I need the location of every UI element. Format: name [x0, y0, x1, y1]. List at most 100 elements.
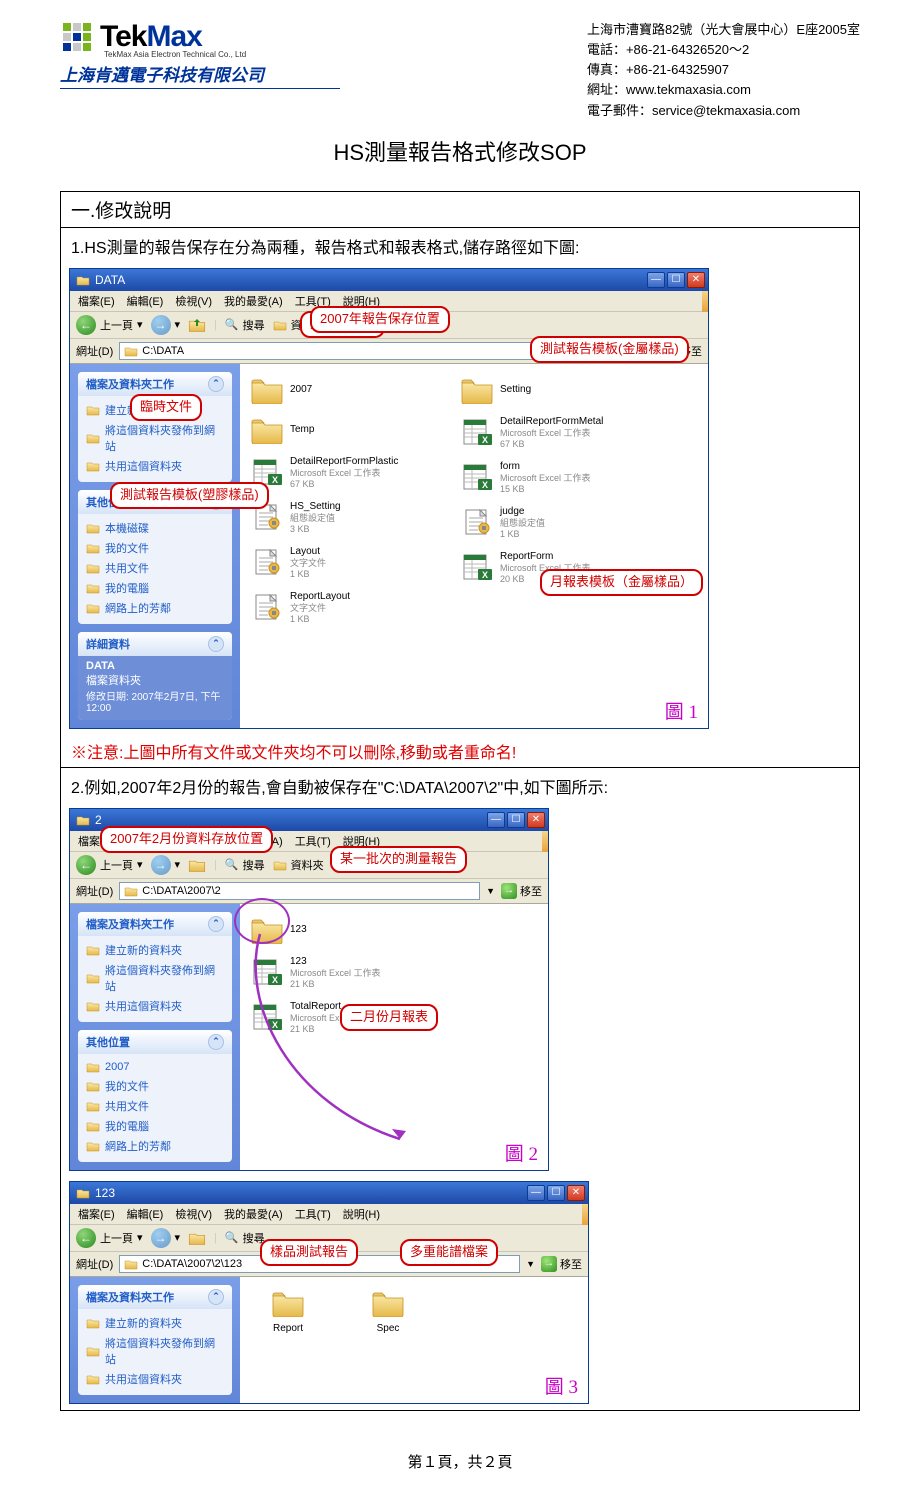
side-item[interactable]: 本機磁碟 — [86, 518, 224, 538]
file-item[interactable]: 123 — [248, 914, 438, 948]
side-item[interactable]: 我的文件 — [86, 1076, 224, 1096]
file-item[interactable]: Report — [248, 1287, 328, 1338]
file-item[interactable]: 123Microsoft Excel 工作表21 KB — [248, 954, 438, 993]
folder-icon — [76, 274, 90, 286]
minimize-button[interactable]: — — [527, 1185, 545, 1201]
callout-report: 樣品測試報告 — [260, 1239, 358, 1266]
callout-2007-loc: 2007年報告保存位置 — [310, 306, 450, 333]
file-item[interactable]: Setting — [458, 374, 648, 408]
file-item[interactable]: judge組態設定值1 KB — [458, 504, 648, 543]
titlebar[interactable]: DATA — ☐ ✕ — [70, 269, 708, 291]
up-button[interactable] — [188, 1229, 206, 1247]
back-button[interactable]: ←上一頁 ▾ — [76, 1228, 143, 1248]
file-area[interactable]: 2007 Temp DetailReportFormPlasticMicrosoft… — [240, 364, 708, 728]
up-button[interactable] — [188, 316, 206, 334]
side-item[interactable]: 將這個資料夾發佈到網站 — [86, 420, 224, 456]
file-item[interactable]: formMicrosoft Excel 工作表15 KB — [458, 459, 648, 498]
back-button[interactable]: ←上一頁 ▾ — [76, 855, 143, 875]
search-button[interactable]: 🔍 搜尋 — [225, 317, 265, 333]
side-item[interactable]: 2007 — [86, 1058, 224, 1076]
side-item[interactable]: 共用這個資料夾 — [86, 1369, 224, 1389]
side-item[interactable]: 網路上的芳鄰 — [86, 1136, 224, 1156]
menu-edit[interactable]: 編輯(E) — [127, 293, 164, 309]
tasks-header[interactable]: 檔案及資料夾工作⌃ — [78, 1285, 232, 1309]
tasks-header[interactable]: 檔案及資料夾工作⌃ — [78, 912, 232, 936]
address-input[interactable]: C:\DATA\2007\2 — [119, 882, 480, 900]
file-area[interactable]: 123123Microsoft Excel 工作表21 KBTotalRepor… — [240, 904, 548, 1170]
side-item[interactable]: 我的電腦 — [86, 1116, 224, 1136]
minimize-button[interactable]: — — [487, 812, 505, 828]
toolbar[interactable]: ←上一頁 ▾ → ▾ | 🔍 搜尋 資料夾 — [70, 852, 548, 879]
maximize-button[interactable]: ☐ — [667, 272, 685, 288]
contact-email: 電子郵件：service@tekmaxasia.com — [587, 101, 860, 121]
window-1: DATA — ☐ ✕ 檔案(E) 編輯(E) 檢視(V) 我的最愛(A) 工具(… — [69, 268, 709, 729]
file-item[interactable]: DetailReportFormMetalMicrosoft Excel 工作表… — [458, 414, 648, 453]
contact-addr: 上海市漕寶路82號（光大會展中心）E座2005室 — [587, 20, 860, 40]
menu-view[interactable]: 檢視(V) — [175, 293, 212, 309]
detail-mod: 修改日期: 2007年2月7日, 下午 12:00 — [86, 688, 224, 714]
menu-fav[interactable]: 我的最愛(A) — [224, 293, 283, 309]
side-item[interactable]: 共用這個資料夾 — [86, 456, 224, 476]
menu-file[interactable]: 檔案(E) — [78, 293, 115, 309]
side-item[interactable]: 網路上的芳鄰 — [86, 598, 224, 618]
file-item[interactable]: Spec — [348, 1287, 428, 1338]
go-button[interactable]: →移至 — [541, 1256, 582, 1272]
contact-tel: 電話：+86-21-64326520～2 — [587, 40, 860, 60]
forward-button[interactable]: → ▾ — [151, 315, 181, 335]
callout-spec: 多重能譜檔案 — [400, 1239, 498, 1266]
side-item[interactable]: 我的電腦 — [86, 578, 224, 598]
folders-button[interactable]: 資料夾 — [273, 857, 324, 873]
callout-plastic: 測試報告模板(塑膠樣品) — [110, 482, 269, 509]
file-item[interactable]: HS_Setting組態設定值3 KB — [248, 499, 438, 538]
back-button[interactable]: ←上一頁 ▾ — [76, 315, 143, 335]
minimize-button[interactable]: — — [647, 272, 665, 288]
window-title: DATA — [95, 273, 125, 287]
side-item[interactable]: 將這個資料夾發佈到網站 — [86, 1333, 224, 1369]
side-item[interactable]: 將這個資料夾發佈到網站 — [86, 960, 224, 996]
window-3: 123 —☐✕ 檔案(E)編輯(E) 檢視(V)我的最愛(A) 工具(T)說明(… — [69, 1181, 589, 1404]
file-item[interactable]: 2007 — [248, 374, 438, 408]
logo-icon — [60, 20, 94, 54]
maximize-button[interactable]: ☐ — [547, 1185, 565, 1201]
file-item[interactable]: ReportLayout文字文件1 KB — [248, 589, 438, 628]
close-button[interactable]: ✕ — [687, 272, 705, 288]
side-item[interactable]: 建立新的資料夾 — [86, 1313, 224, 1333]
file-item[interactable]: Temp — [248, 414, 438, 448]
search-button[interactable]: 🔍 搜尋 — [225, 857, 265, 873]
file-area[interactable]: ReportSpec 樣品測試報告 多重能譜檔案 圖 3 — [240, 1277, 588, 1403]
menubar[interactable]: 檔案(E)編輯(E) 檢視(V)我的最愛(A) 工具(T)說明(H) — [70, 1204, 582, 1225]
up-button[interactable] — [188, 856, 206, 874]
places-header[interactable]: 其他位置⌃ — [78, 1030, 232, 1054]
xp-flag-icon — [542, 831, 548, 852]
callout-metal: 測試報告模板(金屬樣品) — [530, 336, 689, 363]
forward-button[interactable]: → ▾ — [151, 1228, 181, 1248]
side-item[interactable]: 共用文件 — [86, 1096, 224, 1116]
contact-web: 網址：www.tekmaxasia.com — [587, 80, 860, 100]
side-item[interactable]: 我的文件 — [86, 538, 224, 558]
folder-icon — [76, 1187, 90, 1199]
folder-icon — [124, 345, 138, 357]
side-item[interactable]: 共用文件 — [86, 558, 224, 578]
figure-label: 圖 1 — [665, 697, 698, 724]
go-button[interactable]: →移至 — [501, 883, 542, 899]
tasks-header[interactable]: 檔案及資料夾工作⌃ — [78, 372, 232, 396]
file-item[interactable]: DetailReportFormPlasticMicrosoft Excel 工… — [248, 454, 438, 493]
paragraph-1: 1.HS測量的報告保存在分為兩種，報告格式和報表格式,儲存路徑如下圖: — [61, 228, 859, 264]
close-button[interactable]: ✕ — [527, 812, 545, 828]
forward-button[interactable]: → ▾ — [151, 855, 181, 875]
callout-batch: 某一批次的測量報告 — [330, 846, 467, 873]
details-header[interactable]: 詳細資料⌃ — [78, 632, 232, 656]
maximize-button[interactable]: ☐ — [507, 812, 525, 828]
addressbar[interactable]: 網址(D) C:\DATA\2007\2 ▼ →移至 — [70, 879, 548, 904]
side-item[interactable]: 建立新的資料夾 — [86, 940, 224, 960]
contact-block: 上海市漕寶路82號（光大會展中心）E座2005室 電話：+86-21-64326… — [587, 20, 860, 121]
address-path: C:\DATA — [142, 345, 184, 357]
close-button[interactable]: ✕ — [567, 1185, 585, 1201]
warning-text: ※注意:上圖中所有文件或文件夾均不可以刪除,移動或者重命名! — [61, 735, 859, 767]
detail-type: 檔案資料夾 — [86, 672, 224, 688]
detail-name: DATA — [86, 660, 224, 672]
titlebar[interactable]: 123 —☐✕ — [70, 1182, 588, 1204]
side-item[interactable]: 共用這個資料夾 — [86, 996, 224, 1016]
file-item[interactable]: Layout文字文件1 KB — [248, 544, 438, 583]
search-button[interactable]: 🔍 搜尋 — [225, 1230, 265, 1246]
